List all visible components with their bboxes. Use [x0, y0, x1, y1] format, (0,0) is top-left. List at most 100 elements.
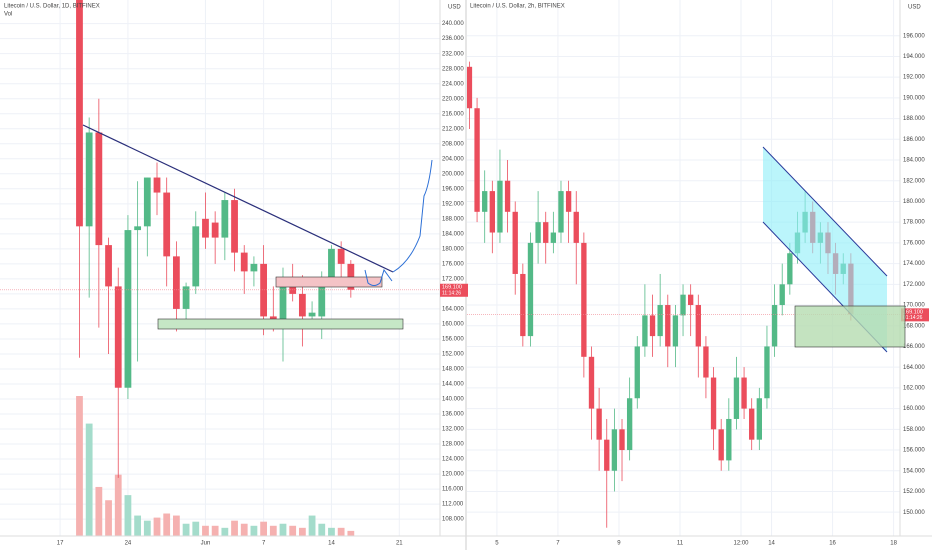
- y-tick-label: 168.000: [903, 323, 925, 329]
- candle-body: [497, 180, 503, 233]
- y-tick-label: 204.000: [442, 156, 464, 162]
- candle-body: [105, 245, 112, 287]
- candle-body: [764, 346, 770, 399]
- candle-body: [474, 108, 480, 212]
- volume-bar: [318, 523, 326, 536]
- y-tick-label: 178.000: [903, 220, 925, 226]
- candle-body: [240, 252, 248, 272]
- x-tick-label: 7: [262, 541, 266, 547]
- y-tick-label: 188.000: [442, 216, 464, 222]
- volume-label: Vol: [4, 12, 12, 18]
- candle-body: [85, 132, 93, 227]
- y-tick-label: 144.000: [442, 382, 464, 388]
- y-tick-label: 164.000: [903, 365, 925, 371]
- y-tick-label: 208.000: [442, 141, 464, 147]
- chart-title: Litecoin / U.S. Dollar, 1D, BITFINEX: [4, 4, 100, 10]
- support-box: [157, 318, 404, 330]
- currency: USD: [448, 5, 461, 11]
- x-tick-label: 9: [617, 541, 621, 547]
- y-tick-label: 148.000: [442, 367, 464, 373]
- candle-body: [114, 286, 122, 388]
- x-tick-label: 21: [396, 541, 403, 547]
- volume-bar: [250, 525, 258, 536]
- candle-body: [665, 305, 671, 347]
- y-tick-label: 152.000: [442, 352, 464, 358]
- volume-bar: [231, 520, 238, 536]
- candle-body: [221, 200, 229, 238]
- y-tick-label: 172.000: [442, 276, 464, 282]
- candle-body: [482, 191, 488, 212]
- volume-bar: [76, 396, 83, 536]
- x-tick-label: 5: [495, 541, 499, 547]
- candle-body: [672, 315, 679, 347]
- y-tick-label: 152.000: [903, 489, 925, 495]
- x-tick-label: 24: [125, 541, 132, 547]
- y-tick-label: 164.000: [442, 306, 464, 312]
- candle-body: [611, 429, 618, 471]
- volume-bar: [182, 523, 190, 536]
- candle-body: [771, 305, 778, 347]
- y-tick-label: 156.000: [442, 337, 464, 343]
- candle-body: [626, 398, 633, 451]
- y-tick-label: 140.000: [442, 397, 464, 403]
- channel: [763, 147, 887, 352]
- candle-body: [787, 253, 793, 285]
- volume-bar: [124, 495, 132, 536]
- candle-body: [260, 263, 268, 317]
- candle-body: [749, 408, 755, 440]
- right-plot: [467, 0, 900, 536]
- candle-body: [695, 305, 701, 347]
- candle-body: [298, 293, 306, 317]
- y-tick-label: 200.000: [442, 171, 464, 177]
- price-tag: 169.100: [903, 309, 923, 315]
- target-box: [794, 305, 906, 348]
- y-tick-label: 162.000: [903, 385, 925, 391]
- y-tick-label: 216.000: [442, 111, 464, 117]
- y-tick-label: 228.000: [442, 66, 464, 72]
- volume-bar: [289, 525, 297, 536]
- candle-body: [550, 232, 557, 243]
- candle-body: [604, 439, 610, 471]
- trend-line: [82, 124, 394, 273]
- candle-body: [182, 286, 190, 309]
- y-tick-label: 154.000: [903, 468, 925, 474]
- projection-path: [392, 159, 433, 273]
- y-tick-label: 172.000: [903, 282, 925, 288]
- y-tick-label: 194.000: [903, 54, 925, 60]
- volume-bar: [192, 521, 200, 536]
- volume-bar: [328, 527, 335, 536]
- volume-bar: [347, 530, 355, 536]
- y-tick-label: 190.000: [903, 95, 925, 101]
- y-tick-label: 196.000: [903, 33, 925, 39]
- candle-body: [279, 278, 287, 324]
- y-tick-label: 136.000: [442, 412, 464, 418]
- candle-body: [733, 377, 740, 419]
- y-tick-label: 108.000: [442, 517, 464, 523]
- y-tick-label: 232.000: [442, 51, 464, 57]
- candle-body: [328, 248, 335, 279]
- volume-bar: [95, 486, 103, 536]
- y-tick-label: 160.000: [442, 322, 464, 328]
- y-tick-label: 188.000: [903, 116, 925, 122]
- volume-bar: [337, 527, 345, 536]
- y-tick-label: 192.000: [442, 201, 464, 207]
- currency: USD: [908, 5, 921, 11]
- y-tick-label: 240.000: [442, 21, 464, 27]
- x-tick-label: 17: [57, 541, 64, 547]
- candle-body: [231, 200, 238, 253]
- y-tick-label: 196.000: [442, 186, 464, 192]
- candle-body: [76, 0, 83, 227]
- candle-body: [741, 377, 747, 409]
- candle-body: [642, 315, 648, 347]
- volume-bar: [298, 527, 306, 536]
- candle-body: [172, 256, 180, 309]
- candle-body: [143, 177, 151, 227]
- candle-body: [619, 429, 625, 451]
- candle-body: [192, 226, 200, 287]
- candle-body: [202, 218, 209, 238]
- x-tick-label: 18: [890, 541, 897, 547]
- candle-body: [543, 222, 549, 243]
- candle-body: [163, 192, 171, 257]
- candle-body: [153, 177, 161, 193]
- y-tick-label: 166.000: [903, 344, 925, 350]
